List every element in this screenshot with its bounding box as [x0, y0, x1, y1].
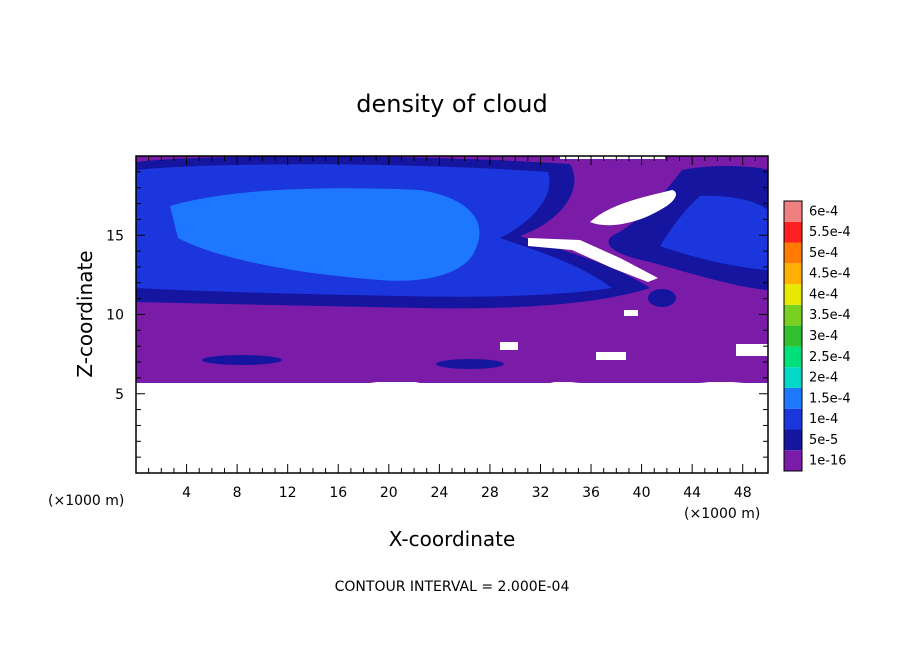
colorbar-label: 6e-4: [809, 204, 838, 219]
clear-hole-b: [596, 352, 626, 360]
plot-area: [136, 156, 768, 473]
colorbar-swatch: [784, 450, 802, 471]
x-unit-right: (×1000 m): [684, 506, 760, 522]
colorbar-swatch: [784, 304, 802, 326]
colorbar-label: 2e-4: [809, 371, 838, 386]
y-tick-label: 5: [115, 387, 124, 403]
clear-air-region: [136, 383, 768, 473]
clear-hole-streak: [528, 238, 658, 282]
clear-hole-upper: [590, 190, 676, 226]
x-tick-label: 36: [582, 485, 600, 501]
x-tick-label: 8: [233, 485, 242, 501]
colorbar-label: 5e-4: [809, 246, 838, 261]
x-tick-label: 20: [380, 485, 398, 501]
x-tick-label: 40: [633, 485, 651, 501]
clear-hole-top: [560, 156, 665, 159]
x-tick-label: 12: [279, 485, 297, 501]
cloud-blob: [648, 289, 676, 307]
cloud-right-core: [660, 195, 768, 270]
x-tick-label: 32: [532, 485, 550, 501]
colorbar-swatch: [784, 408, 802, 430]
cloud-light-blue-region: [170, 188, 480, 281]
colorbar-label: 5.5e-4: [809, 225, 851, 240]
colorbar-swatch: [784, 429, 802, 451]
x-tick-label: 24: [430, 485, 448, 501]
colorbar-swatch: [784, 263, 802, 285]
colorbar-label: 1e-4: [809, 412, 838, 427]
colorbar-label: 4e-4: [809, 287, 838, 302]
colorbar-label: 2.5e-4: [809, 350, 851, 365]
colorbar-label: 4.5e-4: [809, 267, 851, 282]
x-unit-left: (×1000 m): [48, 493, 124, 509]
x-tick-label: 44: [683, 485, 701, 501]
x-tick-label: 4: [182, 485, 191, 501]
colorbar-label: 1.5e-4: [809, 391, 851, 406]
y-axis-label: Z-coordinate: [73, 250, 97, 377]
colorbar-label: 5e-5: [809, 433, 838, 448]
clear-hole-c: [736, 344, 768, 356]
cloud-band-mid: [436, 359, 504, 369]
y-axis: 5 10 15: [106, 171, 768, 458]
colorbar-label: 1e-16: [809, 454, 847, 469]
clear-hole-a: [500, 342, 518, 350]
colorbar-swatch: [784, 346, 802, 368]
x-axis: 4 8 12 16 20 24 28 32 36 40 44 48: [148, 156, 756, 501]
x-tick-label: 28: [481, 485, 499, 501]
y-tick-label: 15: [106, 228, 124, 244]
x-tick-label: 16: [329, 485, 347, 501]
x-axis-label: X-coordinate: [389, 527, 516, 551]
x-tick-label: 48: [734, 485, 752, 501]
contour-interval-note: CONTOUR INTERVAL = 2.000E-04: [335, 579, 570, 595]
colorbar-label: 3.5e-4: [809, 308, 851, 323]
chart-title: density of cloud: [356, 90, 547, 118]
colorbar-swatch: [784, 201, 802, 222]
colorbar-swatch: [784, 387, 802, 409]
cloud-band-left: [202, 355, 282, 365]
y-tick-label: 10: [106, 308, 124, 324]
colorbar-legend: 1e-16 5e-5 1e-4 1.5e-4 2e-4 2.5e-4 3e-4 3.5e-4 4…: [783, 200, 851, 472]
colorbar-swatch: [784, 284, 802, 305]
colorbar-swatch: [784, 242, 802, 264]
colorbar-frame: [783, 200, 803, 472]
colorbar-swatch: [784, 221, 802, 243]
colorbar-swatch: [784, 367, 802, 388]
colorbar-label: 3e-4: [809, 329, 838, 344]
colorbar-swatch: [784, 325, 802, 347]
clear-hole-d: [624, 310, 638, 316]
